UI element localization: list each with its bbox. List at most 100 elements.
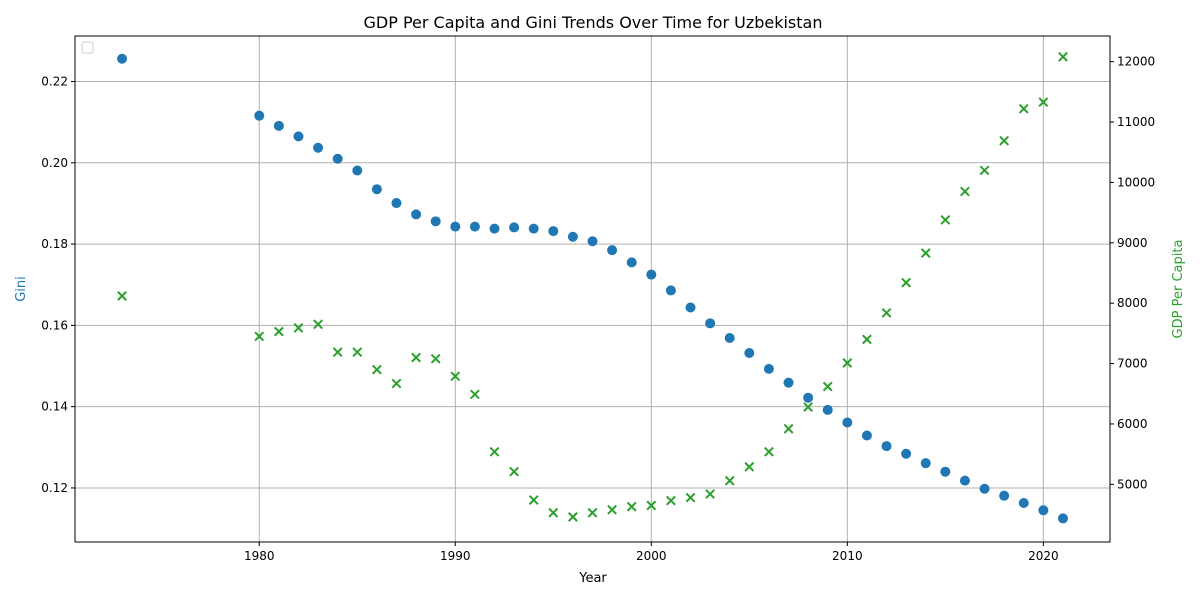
y-right-tick-label: 5000	[1117, 477, 1148, 491]
gini-point	[626, 257, 637, 268]
gini-point	[430, 216, 441, 227]
gdp-point	[881, 307, 892, 318]
gini-point	[861, 430, 872, 441]
y-right-tick-label: 6000	[1117, 417, 1148, 431]
y-right-tick-label: 7000	[1117, 357, 1148, 371]
gdp-point	[783, 423, 794, 434]
y-left-tick-label: 0.22	[41, 75, 68, 89]
gini-point	[744, 348, 755, 359]
gdp-point	[273, 326, 284, 337]
gdp-point	[352, 347, 363, 358]
gini-point	[646, 269, 657, 280]
y-axis-left-label: Gini	[14, 276, 29, 302]
x-tick-label: 2000	[636, 549, 667, 563]
gini-point	[1038, 505, 1049, 516]
plot-frame	[74, 35, 1111, 543]
gini-point	[273, 120, 284, 131]
gini-point	[371, 184, 382, 195]
gdp-point	[960, 186, 970, 197]
gini-point	[411, 209, 422, 220]
gini-point	[489, 223, 500, 234]
gdp-point	[764, 446, 774, 457]
gdp-point	[528, 495, 539, 505]
gdp-point	[666, 495, 676, 506]
gini-point	[607, 245, 618, 256]
y-right-tick-label: 10000	[1117, 175, 1155, 189]
gdp-point	[117, 291, 127, 301]
x-tick-label: 1980	[244, 549, 275, 563]
gdp-point	[489, 446, 500, 457]
gini-point	[469, 221, 480, 232]
gdp-point	[450, 371, 461, 382]
gdp-point	[254, 331, 265, 342]
gini-point	[842, 417, 853, 428]
gdp-point	[293, 323, 304, 333]
y-left-tick-label: 0.14	[41, 400, 68, 414]
gdp-point	[626, 501, 637, 512]
gdp-point	[842, 358, 853, 368]
y-left-tick-label: 0.12	[41, 481, 68, 495]
y-left-tick-label: 0.16	[41, 318, 68, 332]
gdp-point	[705, 489, 716, 499]
gini-point	[901, 448, 912, 459]
gini-point	[1018, 497, 1029, 508]
gini-point	[763, 363, 774, 374]
gini-point	[822, 404, 833, 415]
y-right-tick-label: 8000	[1117, 296, 1148, 310]
gdp-point	[1058, 51, 1068, 62]
gdp-point	[999, 135, 1010, 146]
gini-point	[940, 466, 951, 477]
y-left-tick-label: 0.18	[41, 237, 68, 251]
gini-point	[313, 142, 324, 153]
gini-point	[685, 302, 696, 313]
gini-point	[587, 236, 598, 247]
gdp-point	[371, 364, 382, 375]
gdp-point	[920, 248, 931, 258]
gini-point	[999, 490, 1010, 501]
gini-point	[548, 226, 559, 237]
gini-point	[254, 110, 265, 121]
data-points	[117, 51, 1068, 524]
gdp-point	[862, 334, 872, 345]
legend-box	[81, 41, 94, 54]
gini-point	[352, 165, 363, 176]
gini-point	[509, 222, 520, 233]
gini-point	[979, 483, 990, 494]
axes: 1980 1990 2000 2010 2020 0.12 0.14 0.16 0.18 0.20…	[41, 55, 1155, 563]
gini-point	[705, 318, 716, 329]
gdp-point	[567, 512, 578, 522]
gini-point	[391, 198, 402, 209]
gini-point	[117, 53, 128, 64]
gini-point	[332, 153, 343, 164]
x-tick-label: 2010	[832, 549, 863, 563]
y-right-tick-label: 12000	[1117, 55, 1155, 69]
gdp-point	[411, 352, 421, 363]
gdp-point	[901, 277, 912, 288]
gdp-point	[548, 507, 559, 518]
gdp-point	[979, 165, 990, 176]
gdp-point	[822, 381, 833, 392]
x-tick-label: 2020	[1028, 549, 1059, 563]
gdp-point	[332, 347, 343, 358]
gini-point	[293, 131, 304, 142]
x-tick-label: 1990	[440, 549, 471, 563]
gini-point	[1057, 513, 1068, 524]
gini-point	[920, 458, 931, 469]
gdp-point	[685, 492, 696, 503]
gdp-point	[469, 389, 480, 400]
y-right-tick-label: 11000	[1117, 115, 1155, 129]
x-axis-label: Year	[578, 571, 607, 586]
gdp-point	[724, 475, 735, 486]
gini-point	[665, 285, 676, 296]
gdp-point	[430, 353, 441, 364]
gdp-point	[1018, 103, 1029, 114]
gini-point	[528, 223, 539, 234]
gini-point	[783, 377, 794, 388]
gini-point	[450, 221, 461, 232]
y-left-tick-label: 0.20	[41, 156, 68, 170]
gdp-point	[509, 466, 519, 477]
gdp-point	[1038, 97, 1049, 108]
gini-point	[959, 475, 970, 486]
